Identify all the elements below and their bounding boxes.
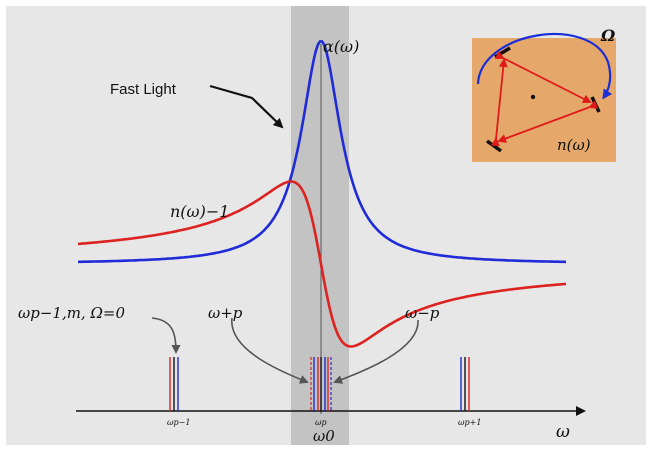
tick-label-left: ωp−1 bbox=[167, 418, 190, 427]
fast-light-label: Fast Light bbox=[110, 81, 177, 98]
omega-cap-label: Ω bbox=[600, 26, 616, 45]
omega-p-plus-arrow bbox=[231, 317, 309, 384]
omega-axis-label: ω bbox=[556, 422, 570, 442]
omega-p-plus-label: ω+p bbox=[208, 304, 243, 322]
fast-light-arrow bbox=[209, 84, 284, 129]
omega-p1m-arrow bbox=[151, 317, 181, 354]
omega-p-minus-arrow bbox=[333, 319, 419, 384]
omega-p-minus-label: ω−p bbox=[405, 304, 440, 322]
mode-lines-left bbox=[169, 357, 179, 411]
ring-resonator-inset bbox=[472, 32, 616, 162]
mode-lines-center bbox=[310, 357, 332, 411]
resonance-band bbox=[291, 6, 349, 445]
alpha-label: α(ω) bbox=[323, 37, 359, 56]
tick-label-right: ωp+1 bbox=[458, 418, 481, 427]
rotation-arrow-icon bbox=[476, 32, 613, 100]
mode-lines-right bbox=[460, 357, 470, 411]
n-minus-1-label: n(ω)−1 bbox=[170, 202, 229, 221]
absorption-curve bbox=[78, 40, 567, 264]
n-omega-inset-label: n(ω) bbox=[557, 136, 591, 154]
omega-0-label: ω0 bbox=[313, 427, 335, 445]
omega-p1m-label: ωp−1,m, Ω=0 bbox=[18, 304, 125, 322]
tick-label-center: ωp bbox=[315, 418, 327, 427]
refractive-index-curve bbox=[77, 180, 567, 348]
